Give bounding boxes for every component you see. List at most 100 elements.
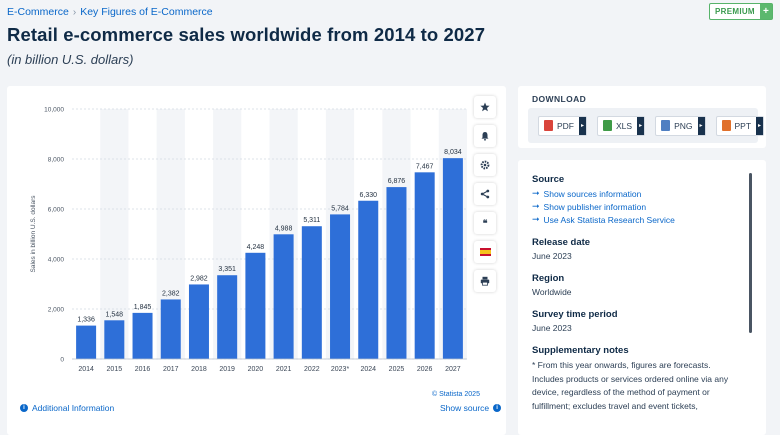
bar-2015 bbox=[104, 320, 125, 359]
data-label: 5,311 bbox=[303, 217, 320, 224]
premium-label: PREMIUM bbox=[715, 7, 755, 16]
plus-icon: + bbox=[759, 4, 772, 19]
info-icon: i bbox=[20, 404, 28, 412]
bar-2025 bbox=[386, 187, 407, 359]
data-label: 6,876 bbox=[388, 178, 406, 185]
star-icon bbox=[480, 102, 490, 112]
print-button[interactable] bbox=[474, 270, 496, 292]
download-buttons: PDF ▸ XLS ▸ PNG ▸ PPT ▸ bbox=[528, 108, 765, 143]
bar-2026 bbox=[414, 172, 435, 359]
share-button[interactable] bbox=[474, 183, 496, 205]
bar-2024 bbox=[358, 200, 379, 359]
data-label: 4,248 bbox=[247, 244, 265, 251]
source-heading: Source bbox=[532, 174, 565, 185]
source-scrollbar[interactable] bbox=[749, 173, 752, 333]
breadcrumb-link-key-figures[interactable]: Key Figures of E-Commerce bbox=[80, 6, 213, 18]
notification-button[interactable] bbox=[474, 125, 496, 147]
source-card: Source ➞ Show sources information ➞ Show… bbox=[518, 160, 766, 435]
download-pdf-button[interactable]: PDF ▸ bbox=[538, 115, 587, 136]
bar-2023* bbox=[330, 214, 351, 359]
language-button[interactable] bbox=[474, 241, 496, 263]
download-png-button[interactable]: PNG ▸ bbox=[655, 115, 706, 136]
bar-2021 bbox=[273, 234, 294, 359]
survey-period-heading: Survey time period bbox=[532, 309, 618, 320]
x-tick-label: 2020 bbox=[248, 366, 264, 373]
chart-card: 0 2,000 4,000 6,000 8,000 10,000 Sales in bill… bbox=[7, 86, 506, 435]
info-icon: i bbox=[493, 404, 502, 412]
additional-info-label: Additional Information bbox=[32, 403, 115, 413]
page-title: Retail e-commerce sales worldwide from 2… bbox=[7, 24, 486, 45]
supplementary-notes-heading: Supplementary notes bbox=[532, 345, 629, 356]
bar-2027 bbox=[442, 158, 463, 359]
data-label: 4,988 bbox=[275, 225, 293, 232]
page-header: E-Commerce › Key Figures of E-Commerce P… bbox=[0, 0, 780, 76]
download-ppt-button[interactable]: PPT ▸ bbox=[715, 115, 765, 136]
favorite-button[interactable] bbox=[474, 96, 496, 118]
x-tick-label: 2025 bbox=[389, 366, 405, 373]
cite-button[interactable]: ❝ bbox=[474, 212, 496, 234]
data-label: 5,784 bbox=[331, 205, 349, 212]
bar-2017 bbox=[160, 299, 181, 359]
x-tick-label: 2019 bbox=[219, 366, 235, 373]
xls-file-icon bbox=[603, 120, 612, 131]
show-source-link[interactable]: Show source i bbox=[440, 403, 502, 413]
bar-2018 bbox=[188, 284, 209, 359]
y-tick-label: 10,000 bbox=[44, 107, 64, 114]
x-tick-label: 2023* bbox=[331, 366, 350, 373]
download-title: DOWNLOAD bbox=[532, 94, 587, 104]
data-label: 2,982 bbox=[190, 275, 208, 282]
ask-statista-link[interactable]: ➞ Use Ask Statista Research Service bbox=[532, 214, 744, 225]
bar-2022 bbox=[301, 226, 322, 359]
data-label: 1,336 bbox=[77, 317, 95, 324]
region-heading: Region bbox=[532, 273, 565, 284]
x-tick-label: 2016 bbox=[135, 366, 151, 373]
arrow-right-icon: ➞ bbox=[532, 188, 540, 198]
bar-2016 bbox=[132, 312, 153, 359]
show-source-label: Show source bbox=[440, 403, 490, 413]
x-tick-label: 2022 bbox=[304, 366, 320, 373]
show-publisher-link[interactable]: ➞ Show publisher information bbox=[532, 201, 744, 212]
share-icon bbox=[480, 189, 490, 199]
data-label: 7,467 bbox=[416, 163, 434, 170]
x-tick-label: 2027 bbox=[445, 366, 461, 373]
chart-toolbar: ❝ bbox=[474, 96, 498, 299]
additional-info-link[interactable]: i Additional Information bbox=[20, 403, 114, 413]
download-pdf-label: PDF bbox=[557, 120, 574, 131]
download-card: DOWNLOAD PDF ▸ XLS ▸ PNG ▸ PPT ▸ bbox=[518, 86, 766, 148]
x-tick-label: 2015 bbox=[107, 366, 123, 373]
bar-2020 bbox=[245, 252, 266, 359]
statista-credit[interactable]: © Statista 2025 bbox=[432, 391, 480, 398]
release-date-heading: Release date bbox=[532, 237, 591, 248]
download-xls-button[interactable]: XLS ▸ bbox=[597, 115, 646, 136]
supplementary-notes-text: * From this year onwards, figures are fo… bbox=[532, 360, 729, 411]
bar-2019 bbox=[217, 275, 238, 359]
ask-statista-label: Use Ask Statista Research Service bbox=[543, 214, 675, 225]
premium-badge[interactable]: PREMIUM + bbox=[709, 3, 773, 20]
y-tick-label: 0 bbox=[60, 357, 64, 364]
column-band bbox=[100, 109, 129, 359]
page-subtitle: (in billion U.S. dollars) bbox=[7, 52, 134, 67]
x-tick-label: 2018 bbox=[191, 366, 207, 373]
png-file-icon bbox=[661, 120, 671, 131]
credit-text: © Statista 2025 bbox=[432, 391, 480, 398]
data-label: 3,351 bbox=[218, 266, 236, 273]
bar-chart: 0 2,000 4,000 6,000 8,000 10,000 Sales in bill… bbox=[30, 107, 467, 373]
show-sources-link[interactable]: ➞ Show sources information bbox=[532, 188, 744, 199]
chevron-right-icon: ▸ bbox=[756, 116, 764, 135]
settings-button[interactable] bbox=[474, 154, 496, 176]
y-axis-label: Sales in billion U.S. dollars bbox=[30, 195, 37, 273]
download-xls-label: XLS bbox=[616, 120, 633, 131]
download-png-label: PNG bbox=[674, 120, 693, 131]
y-tick-label: 8,000 bbox=[48, 157, 65, 164]
y-tick-label: 4,000 bbox=[48, 257, 65, 264]
download-ppt-label: PPT bbox=[734, 120, 752, 131]
breadcrumb-link-ecommerce[interactable]: E-Commerce bbox=[7, 6, 69, 18]
show-publisher-label: Show publisher information bbox=[543, 201, 647, 212]
arrow-right-icon: ➞ bbox=[532, 214, 540, 224]
release-date-value: June 2023 bbox=[532, 251, 572, 261]
chevron-right-icon: ▸ bbox=[637, 116, 645, 135]
x-tick-label: 2024 bbox=[360, 366, 376, 373]
y-tick-label: 6,000 bbox=[48, 207, 65, 214]
print-icon bbox=[480, 276, 490, 286]
arrow-right-icon: ➞ bbox=[532, 201, 540, 211]
